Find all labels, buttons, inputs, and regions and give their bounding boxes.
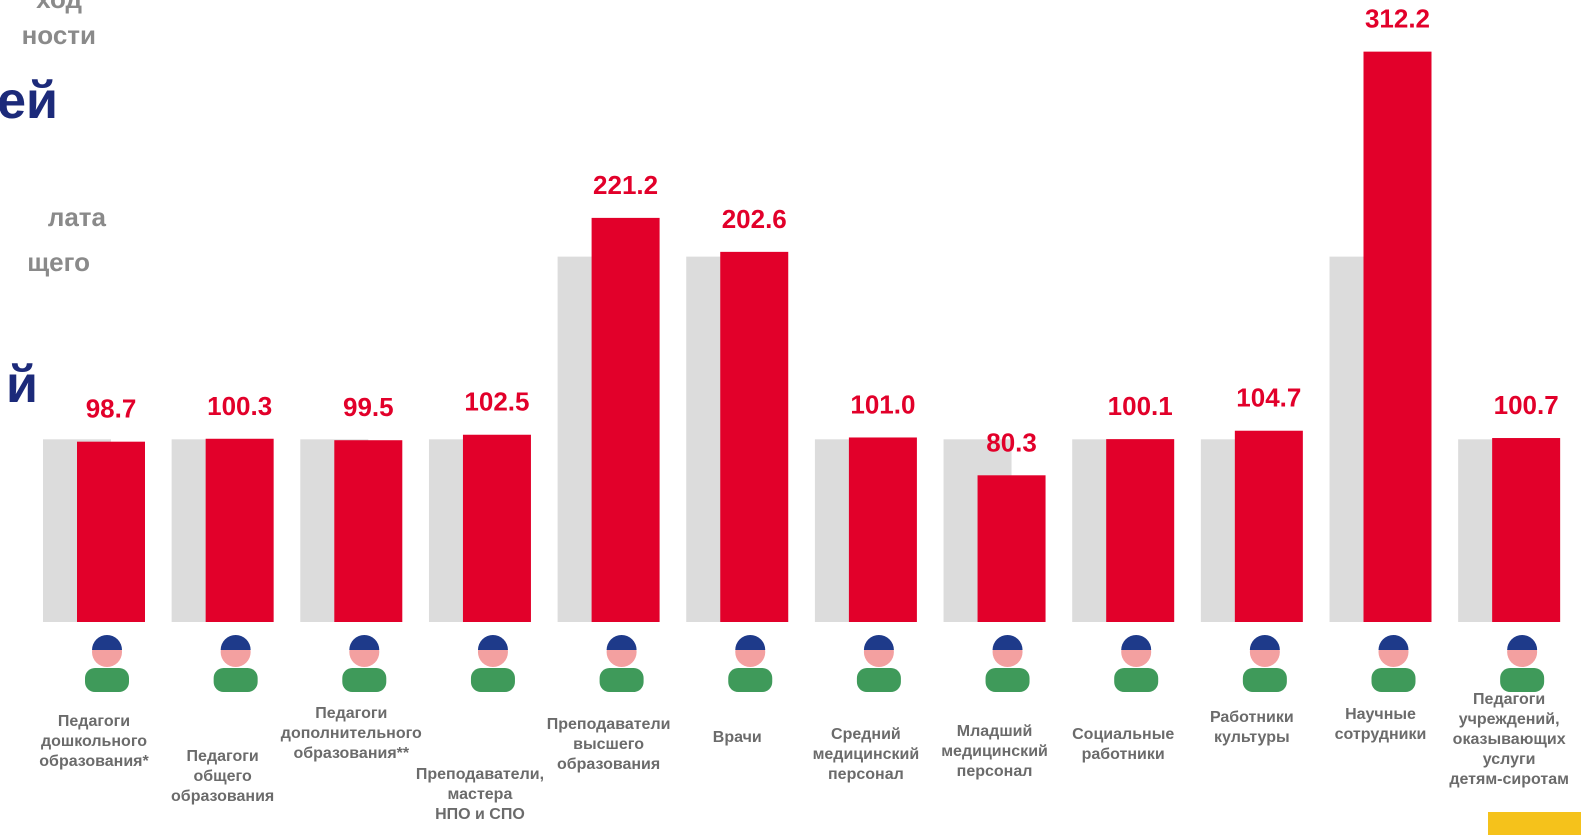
category-label: Социальные работники	[1072, 726, 1175, 763]
icon-hair	[220, 635, 251, 650]
value-label: 102.5	[464, 387, 529, 417]
bar	[462, 434, 531, 622]
bar	[1234, 430, 1303, 622]
value-label: 80.3	[986, 427, 1037, 457]
decoration	[1488, 812, 1581, 835]
bar	[848, 437, 917, 622]
bar	[591, 217, 660, 622]
icon-hair	[1249, 635, 1280, 650]
header-fragment: ход	[36, 0, 82, 14]
category-label: Средний медицинский персонал	[812, 726, 920, 783]
value-label: 100.7	[1494, 390, 1559, 420]
bar	[334, 440, 403, 622]
bar	[720, 251, 789, 622]
value-label: 99.5	[343, 392, 394, 422]
category-label: Научные сотрудники	[1334, 706, 1427, 743]
icon-hair	[1121, 635, 1152, 650]
value-label: 221.2	[593, 170, 658, 200]
value-label: 100.1	[1108, 391, 1173, 421]
category-label: Педагоги общего образования	[171, 748, 275, 805]
icon-hair	[349, 635, 380, 650]
category-label: Педагоги дошкольного образования*	[39, 713, 149, 770]
icon-hair	[863, 635, 894, 650]
icon-body	[856, 668, 901, 692]
icon-hair	[606, 635, 637, 650]
icon-body	[213, 668, 258, 692]
icon-body	[1242, 668, 1287, 692]
icon-body	[599, 668, 644, 692]
icon-body	[1371, 668, 1416, 692]
header-fragment: ей	[0, 72, 58, 130]
icon-body	[342, 668, 387, 692]
header-fragment: щего	[27, 247, 90, 277]
category-label: Врачи	[712, 729, 762, 746]
icon-hair	[735, 635, 766, 650]
bar	[1106, 439, 1175, 622]
icon-hair	[92, 635, 122, 650]
bar	[1492, 438, 1561, 622]
icon-hair	[1378, 635, 1409, 650]
category-label: Работники культуры	[1209, 709, 1294, 746]
header-fragment: й	[6, 356, 38, 414]
category-label: Преподаватели высшего образования	[546, 716, 671, 773]
header-fragment: ности	[22, 20, 96, 50]
value-label: 202.6	[722, 204, 787, 234]
icon-hair	[1507, 635, 1538, 650]
category-label: Педагоги учреждений, оказывающих услуги …	[1449, 691, 1569, 788]
bar	[77, 441, 145, 622]
icon-body	[1500, 668, 1545, 692]
value-label: 98.7	[86, 394, 137, 424]
value-label: 104.7	[1236, 383, 1301, 413]
value-label: 100.3	[207, 391, 272, 421]
value-label: 101.0	[850, 389, 915, 419]
icon-body	[470, 668, 515, 692]
icon-body	[728, 668, 773, 692]
icon-hair	[477, 635, 508, 650]
category-label: Преподаватели, мастера НПО и СПО	[415, 766, 545, 823]
value-label: 312.2	[1365, 4, 1430, 34]
bar	[977, 475, 1046, 622]
icon-body	[85, 668, 129, 692]
category-label: Педагоги дополнительного образования**	[280, 705, 422, 762]
header-fragment: лата	[48, 202, 107, 232]
icon-hair	[992, 635, 1023, 650]
bar	[1363, 51, 1432, 622]
category-label: Младший медицинский персонал	[941, 723, 1048, 780]
icon-body	[1114, 668, 1159, 692]
icon-body	[985, 668, 1030, 692]
bar	[205, 438, 274, 622]
